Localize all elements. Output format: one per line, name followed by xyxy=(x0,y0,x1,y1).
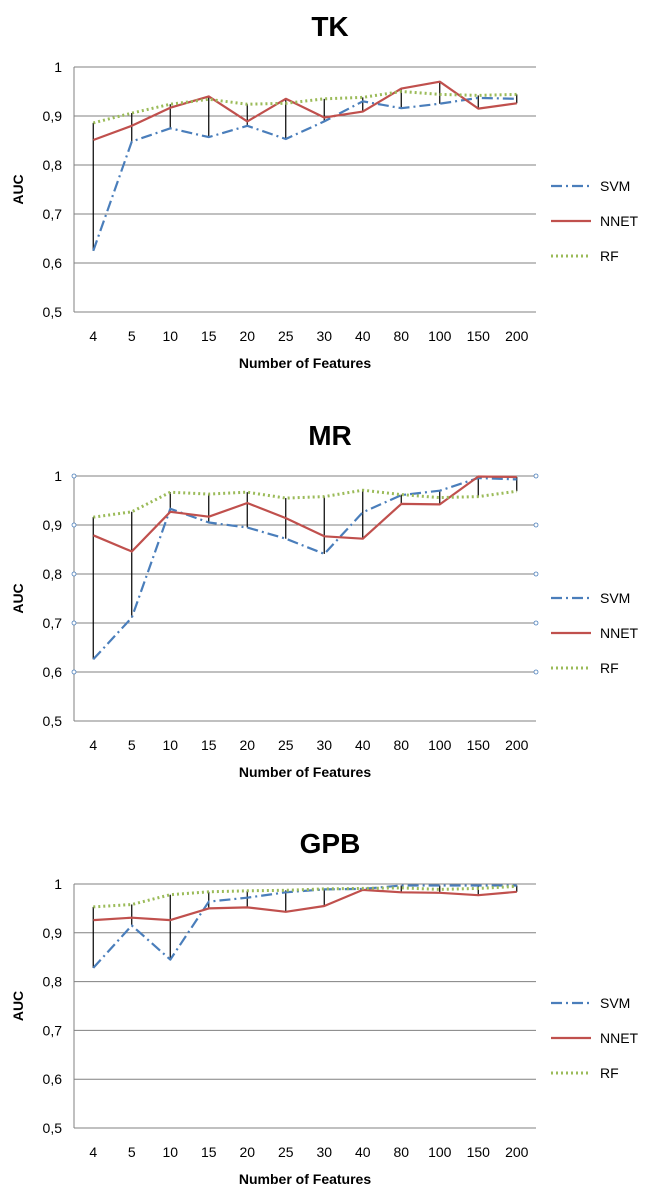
series-line-svm xyxy=(92,884,517,969)
x-tick-label: 80 xyxy=(393,328,409,344)
x-tick-label: 15 xyxy=(201,1144,217,1160)
legend-label-rf: RF xyxy=(600,660,619,676)
axis-marker xyxy=(71,669,77,675)
y-axis-label: AUC xyxy=(10,174,26,204)
x-tick-label: 15 xyxy=(201,328,217,344)
y-tick-label: 0,7 xyxy=(43,206,63,222)
y-tick-label: 0,8 xyxy=(43,974,63,990)
x-tick-label: 10 xyxy=(162,328,178,344)
axis-marker xyxy=(71,571,77,577)
legend-label-svm: SVM xyxy=(600,178,630,194)
x-tick-label: 20 xyxy=(239,328,255,344)
series-line-svm xyxy=(92,96,517,252)
x-tick-label: 100 xyxy=(428,737,452,753)
legend-label-rf: RF xyxy=(600,1065,619,1081)
y-tick-label: 1 xyxy=(54,59,62,75)
x-axis-label: Number of Features xyxy=(239,355,371,371)
x-tick-label: 150 xyxy=(467,1144,491,1160)
x-tick-label: 30 xyxy=(316,737,332,753)
y-tick-label: 0,5 xyxy=(43,304,63,320)
x-tick-label: 25 xyxy=(278,328,294,344)
axis-marker xyxy=(533,669,539,675)
x-tick-label: 80 xyxy=(393,737,409,753)
x-tick-label: 40 xyxy=(355,1144,371,1160)
chart-0: TK 0,5 0,6 0,7 0,8 0,9 1 4 5 10 15 20 25 30 40 80 100 150… xyxy=(10,11,639,371)
x-tick-label: 200 xyxy=(505,328,529,344)
y-tick-label: 0,7 xyxy=(43,615,63,631)
x-tick-label: 40 xyxy=(355,737,371,753)
chart-title: TK xyxy=(311,11,348,42)
x-tick-label: 4 xyxy=(89,737,97,753)
axis-marker xyxy=(533,522,539,528)
series-line-rf xyxy=(93,884,517,909)
y-tick-label: 1 xyxy=(54,468,62,484)
series-line-nnet xyxy=(93,888,517,922)
y-tick-label: 0,6 xyxy=(43,1071,63,1087)
x-tick-label: 20 xyxy=(239,737,255,753)
x-tick-label: 10 xyxy=(162,1144,178,1160)
y-axis-label: AUC xyxy=(10,583,26,613)
x-axis-label: Number of Features xyxy=(239,1171,371,1187)
x-tick-label: 5 xyxy=(128,1144,136,1160)
y-tick-label: 0,9 xyxy=(43,517,63,533)
y-axis-label: AUC xyxy=(10,991,26,1021)
axis-marker xyxy=(533,473,539,479)
legend-label-svm: SVM xyxy=(600,995,630,1011)
series-line-rf xyxy=(92,90,517,125)
x-tick-label: 30 xyxy=(316,1144,332,1160)
x-tick-label: 150 xyxy=(467,328,491,344)
x-tick-label: 150 xyxy=(467,737,491,753)
x-tick-label: 25 xyxy=(278,1144,294,1160)
x-tick-label: 15 xyxy=(201,737,217,753)
x-tick-label: 200 xyxy=(505,1144,529,1160)
y-tick-label: 0,5 xyxy=(43,1120,63,1136)
x-tick-label: 5 xyxy=(128,328,136,344)
y-tick-label: 0,8 xyxy=(43,566,63,582)
x-tick-label: 4 xyxy=(89,328,97,344)
chart-1: MR 0,5 0,6 0,7 0,8 0,9 1 4 5 10 15 20 25 30 40 80 100 150… xyxy=(10,420,639,780)
legend-label-svm: SVM xyxy=(600,590,630,606)
y-tick-label: 0,6 xyxy=(43,255,63,271)
legend-label-nnet: NNET xyxy=(600,1030,639,1046)
x-tick-label: 100 xyxy=(428,1144,452,1160)
x-tick-label: 20 xyxy=(239,1144,255,1160)
x-tick-label: 100 xyxy=(428,328,452,344)
y-tick-label: 0,7 xyxy=(43,1022,63,1038)
x-tick-label: 25 xyxy=(278,737,294,753)
y-tick-label: 1 xyxy=(54,876,62,892)
chart-title: MR xyxy=(308,420,352,451)
axis-marker xyxy=(71,522,77,528)
axis-marker xyxy=(71,620,77,626)
x-tick-label: 10 xyxy=(162,737,178,753)
x-tick-label: 30 xyxy=(316,328,332,344)
series-line-nnet xyxy=(92,80,517,142)
y-tick-label: 0,9 xyxy=(43,925,63,941)
legend-label-rf: RF xyxy=(600,248,619,264)
axis-marker xyxy=(533,571,539,577)
series-line-svm xyxy=(92,476,517,661)
x-tick-label: 80 xyxy=(393,1144,409,1160)
y-tick-label: 0,6 xyxy=(43,664,63,680)
series-line-nnet xyxy=(92,475,517,553)
y-tick-label: 0,8 xyxy=(43,157,63,173)
axis-marker xyxy=(533,620,539,626)
axis-marker xyxy=(71,473,77,479)
x-tick-label: 40 xyxy=(355,328,371,344)
x-tick-label: 4 xyxy=(89,1144,97,1160)
legend-label-nnet: NNET xyxy=(600,625,639,641)
x-axis-label: Number of Features xyxy=(239,764,371,780)
legend-label-nnet: NNET xyxy=(600,213,639,229)
chart-title: GPB xyxy=(300,828,361,859)
x-tick-label: 200 xyxy=(505,737,529,753)
chart-2: GPB 0,5 0,6 0,7 0,8 0,9 1 4 5 10 15 20 25 30 40 80 100 15… xyxy=(10,828,639,1187)
y-tick-label: 0,5 xyxy=(43,713,63,729)
x-tick-label: 5 xyxy=(128,737,136,753)
y-tick-label: 0,9 xyxy=(43,108,63,124)
